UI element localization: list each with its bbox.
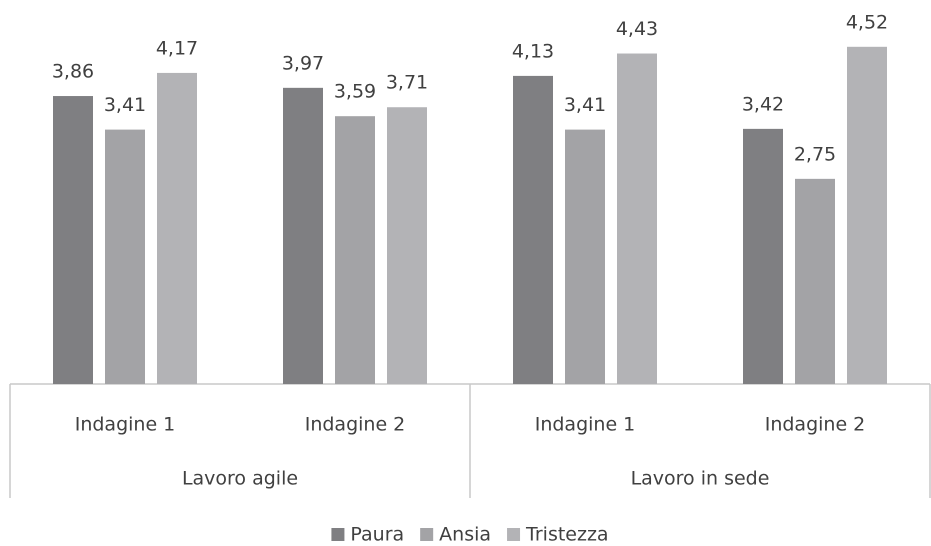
category-label: Indagine 2 — [765, 414, 866, 436]
value-label: 3,41 — [104, 94, 146, 116]
value-label: 3,86 — [52, 61, 94, 83]
legend-label: Ansia — [439, 524, 491, 546]
value-label: 2,75 — [794, 143, 836, 165]
value-label: 4,52 — [846, 11, 888, 33]
category-label: Indagine 1 — [535, 414, 636, 436]
legend: Paura Ansia Tristezza — [331, 524, 609, 546]
bar — [157, 72, 197, 384]
bar — [513, 75, 553, 384]
value-label: 3,97 — [282, 52, 324, 74]
bar — [795, 178, 835, 384]
value-label: 3,42 — [742, 93, 784, 115]
bar — [387, 107, 427, 384]
category-label: Indagine 1 — [75, 414, 176, 436]
bar — [743, 128, 783, 384]
group-label: Lavoro agile — [182, 468, 298, 490]
bar — [565, 129, 605, 384]
legend-swatch — [420, 528, 434, 541]
value-label: 4,43 — [616, 18, 658, 40]
legend-swatch — [331, 528, 345, 541]
legend-label: Tristezza — [525, 524, 609, 546]
bar — [617, 53, 657, 384]
bar — [847, 46, 887, 385]
group-label: Lavoro in sede — [631, 468, 770, 490]
bar — [335, 116, 375, 384]
legend-swatch — [507, 528, 521, 541]
value-label: 3,41 — [564, 94, 606, 116]
bar — [105, 129, 145, 384]
legend-label: Paura — [350, 524, 404, 546]
value-label: 3,59 — [334, 81, 376, 103]
bar — [283, 87, 323, 384]
value-label: 3,71 — [386, 72, 428, 94]
value-label: 4,13 — [512, 40, 554, 62]
bar — [53, 96, 93, 384]
category-label: Indagine 2 — [305, 414, 406, 436]
value-label: 4,17 — [156, 37, 198, 59]
